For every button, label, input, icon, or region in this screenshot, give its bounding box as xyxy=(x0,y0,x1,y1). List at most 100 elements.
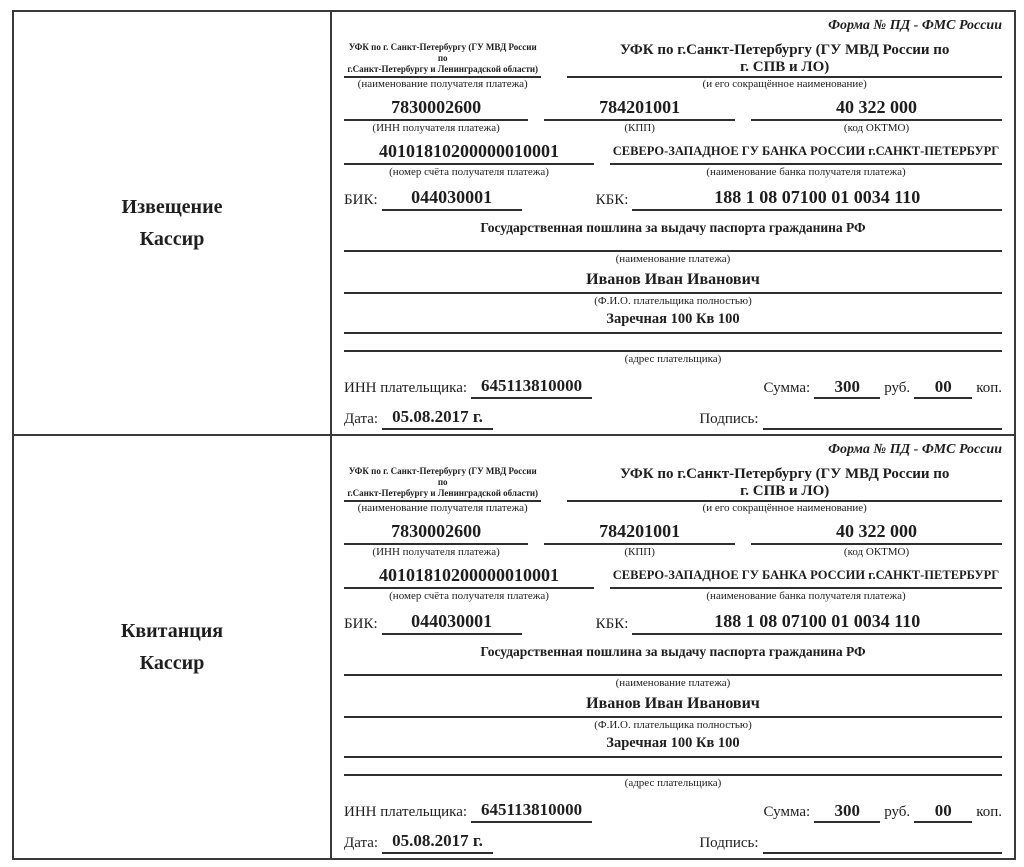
receipt-role-label: Квитанция Кассир xyxy=(121,615,223,679)
label-payer-address: (адрес плательщика) xyxy=(624,353,722,365)
sum-label: Сумма: xyxy=(763,380,811,396)
label-recipient-short-name: (и его сокращённое наименование) xyxy=(702,78,867,91)
oktmo-value: 40 322 000 xyxy=(751,520,1002,546)
notice-slip: Извещение Кассир Форма № ПД - ФМС России… xyxy=(14,12,1014,434)
recipient-full-name-line2: г.Санкт-Петербургу и Ленинградской облас… xyxy=(347,488,539,498)
sum-rub-value: 300 xyxy=(814,376,881,399)
account-number-value: 40101810200000010001 xyxy=(344,140,595,166)
recipient-full-name-cell: УФК по г. Санкт-Петербургу (ГУ МВД Росси… xyxy=(344,460,542,502)
form-title: Форма № ПД - ФМС России xyxy=(828,18,1002,33)
recipient-inn-value: 7830002600 xyxy=(344,520,529,546)
signature-group: Подпись: xyxy=(699,832,1002,854)
recipient-name-line1: УФК по г.Санкт-Петербургу (ГУ МВД России… xyxy=(619,466,950,482)
label-bank-name: (наименование банка получателя платежа) xyxy=(706,166,906,179)
date-label: Дата: xyxy=(344,411,379,427)
date-signature-row: Дата: 05.08.2017 г. Подпись: xyxy=(344,830,1002,854)
recipient-full-name-cell: УФК по г. Санкт-Петербургу (ГУ МВД Росси… xyxy=(344,36,542,78)
signature-label: Подпись: xyxy=(699,411,759,427)
sum-group: Сумма: 300 руб. 00 коп. xyxy=(699,376,1002,399)
label-kpp: (КПП) xyxy=(624,546,655,559)
kbk-value: 188 1 08 07100 01 0034 110 xyxy=(632,610,1002,636)
recipient-head-labels: (наименование получателя платежа) (и его… xyxy=(344,501,1002,516)
payment-purpose: Государственная пошлина за выдачу паспор… xyxy=(480,644,866,660)
label-payment-name: (наименование платежа) xyxy=(615,677,731,690)
recipient-name-line2: г. СПВ и ЛО) xyxy=(740,483,830,499)
recipient-short-name-cell: УФК по г.Санкт-Петербургу (ГУ МВД России… xyxy=(567,36,1002,78)
underline xyxy=(567,76,1002,78)
address-extra-line xyxy=(344,758,1002,776)
label-kpp: (КПП) xyxy=(624,122,655,135)
bik-label: БИК: xyxy=(344,616,378,633)
payer-inn-sum-row: ИНН плательщика: 645113810000 Сумма: 300… xyxy=(344,375,1002,399)
account-bank-labels: (номер счёта получателя платежа) (наимен… xyxy=(344,589,1002,604)
inn-kpp-oktmo-values: 7830002600 784201001 40 322 000 xyxy=(344,96,1002,122)
recipient-kpp-value: 784201001 xyxy=(544,520,736,546)
bik-kbk-row: БИК: 044030001 КБК: 188 1 08 07100 01 00… xyxy=(344,186,1002,212)
address-extra-line xyxy=(344,334,1002,352)
account-bank-values: 40101810200000010001 СЕВЕРО-ЗАПАДНОЕ ГУ … xyxy=(344,140,1002,166)
bank-name-value: СЕВЕРО-ЗАПАДНОЕ ГУ БАНКА РОССИИ г.САНКТ-… xyxy=(610,141,1002,166)
date-label: Дата: xyxy=(344,835,379,851)
underline xyxy=(344,250,1002,253)
payer-inn-group: ИНН плательщика: 645113810000 xyxy=(344,799,699,823)
label-recipient-inn: (ИНН получателя платежа) xyxy=(372,122,500,135)
recipient-full-name: УФК по г. Санкт-Петербургу (ГУ МВД Росси… xyxy=(344,460,541,499)
underline xyxy=(344,76,542,78)
account-bank-labels: (номер счёта получателя платежа) (наимен… xyxy=(344,165,1002,180)
account-bank-values: 40101810200000010001 СЕВЕРО-ЗАПАДНОЕ ГУ … xyxy=(344,564,1002,590)
label-recipient-inn: (ИНН получателя платежа) xyxy=(372,546,500,559)
bik-value: 044030001 xyxy=(381,186,522,212)
label-payer-address: (адрес плательщика) xyxy=(624,777,722,789)
recipient-full-name: УФК по г. Санкт-Петербургу (ГУ МВД Росси… xyxy=(344,36,541,75)
rub-word: руб. xyxy=(884,804,911,820)
payer-name-value: Иванов Иван Иванович xyxy=(344,693,1002,719)
label-oktmo: (код ОКТМО) xyxy=(843,122,910,135)
sum-label: Сумма: xyxy=(763,804,811,820)
kop-word: коп. xyxy=(976,804,1002,820)
account-number-value: 40101810200000010001 xyxy=(344,564,595,590)
recipient-name-line2: г. СПВ и ЛО) xyxy=(740,59,830,75)
bik-kbk-row: БИК: 044030001 КБК: 188 1 08 07100 01 00… xyxy=(344,610,1002,636)
sum-kop-value: 00 xyxy=(914,376,973,399)
receipt-slip: Квитанция Кассир Форма № ПД - ФМС России… xyxy=(14,434,1014,858)
underline xyxy=(344,500,542,502)
kop-word: коп. xyxy=(976,380,1002,396)
label-recipient-name: (наименование получателя платежа) xyxy=(357,502,528,515)
signature-line xyxy=(762,408,1002,430)
payer-name-value: Иванов Иван Иванович xyxy=(344,269,1002,295)
payer-inn-group: ИНН плательщика: 645113810000 xyxy=(344,375,699,399)
bik-value: 044030001 xyxy=(381,610,522,636)
label-bank-name: (наименование банка получателя платежа) xyxy=(706,590,906,603)
date-signature-row: Дата: 05.08.2017 г. Подпись: xyxy=(344,406,1002,430)
sum-group: Сумма: 300 руб. 00 коп. xyxy=(699,800,1002,823)
receipt-slip-body: Форма № ПД - ФМС России УФК по г. Санкт-… xyxy=(332,436,1014,858)
role-line2: Кассир xyxy=(139,228,205,250)
rub-word: руб. xyxy=(884,380,911,396)
signature-line xyxy=(762,832,1002,854)
underline xyxy=(567,500,1002,502)
recipient-kpp-value: 784201001 xyxy=(544,96,736,122)
recipient-short-name-cell: УФК по г.Санкт-Петербургу (ГУ МВД России… xyxy=(567,460,1002,502)
recipient-head-row: УФК по г. Санкт-Петербургу (ГУ МВД Росси… xyxy=(344,36,1002,78)
kbk-value: 188 1 08 07100 01 0034 110 xyxy=(632,186,1002,212)
label-account-number: (номер счёта получателя платежа) xyxy=(389,590,549,603)
notice-role-cell: Извещение Кассир xyxy=(14,12,332,434)
form-title: Форма № ПД - ФМС России xyxy=(828,442,1002,457)
sum-rub-value: 300 xyxy=(814,800,881,823)
payer-inn-sum-row: ИНН плательщика: 645113810000 Сумма: 300… xyxy=(344,799,1002,823)
recipient-full-name-line2: г.Санкт-Петербургу и Ленинградской облас… xyxy=(347,64,539,74)
recipient-full-name-line1: УФК по г. Санкт-Петербургу (ГУ МВД Росси… xyxy=(348,42,537,63)
notice-role-label: Извещение Кассир xyxy=(122,191,223,255)
underline xyxy=(344,674,1002,677)
payer-inn-label: ИНН плательщика: xyxy=(344,804,468,820)
date-group: Дата: 05.08.2017 г. xyxy=(344,406,699,430)
notice-slip-body: Форма № ПД - ФМС России УФК по г. Санкт-… xyxy=(332,12,1014,434)
label-account-number: (номер счёта получателя платежа) xyxy=(389,166,549,179)
receipt-role-cell: Квитанция Кассир xyxy=(14,436,332,858)
label-recipient-name: (наименование получателя платежа) xyxy=(357,78,528,91)
kbk-label: КБК: xyxy=(595,192,629,209)
recipient-name: УФК по г.Санкт-Петербургу (ГУ МВД России… xyxy=(567,460,1002,500)
label-payer-name: (Ф.И.О. плательщика полностью) xyxy=(594,719,752,732)
recipient-head-row: УФК по г. Санкт-Петербургу (ГУ МВД Росси… xyxy=(344,460,1002,502)
signature-label: Подпись: xyxy=(699,835,759,851)
